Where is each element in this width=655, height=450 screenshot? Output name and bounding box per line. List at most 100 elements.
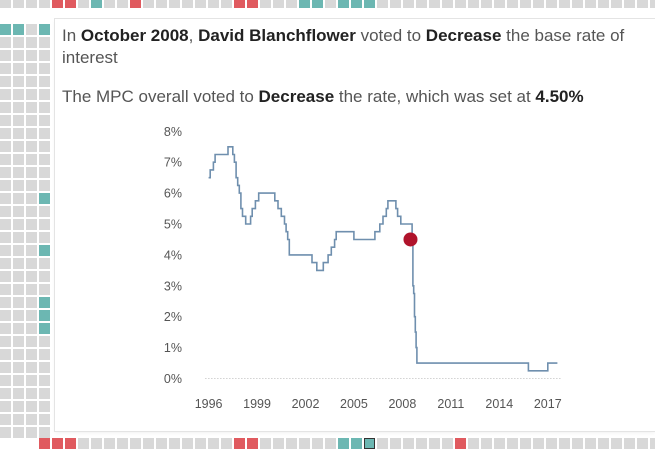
vote-cell <box>0 258 11 269</box>
vote-cell <box>13 89 24 100</box>
vote-cell <box>13 141 24 152</box>
vote-cell <box>0 219 11 230</box>
vote-cell <box>312 438 323 449</box>
vote-cell <box>13 50 24 61</box>
vote-cell <box>364 438 375 449</box>
vote-cell <box>234 438 245 449</box>
vote-cell <box>546 438 557 449</box>
vote-cell <box>26 232 37 243</box>
vote-cell <box>39 271 50 282</box>
vote-cell <box>104 0 115 8</box>
vote-cell <box>0 323 11 334</box>
vote-cell <box>39 128 50 139</box>
vote-cell <box>26 154 37 165</box>
vote-cell <box>533 438 544 449</box>
y-axis: 0% 1% 2% 3% 4% 5% 6% 7% 8% <box>164 125 182 386</box>
vote-cell <box>0 50 11 61</box>
vote-cell <box>26 206 37 217</box>
vote-cell <box>26 349 37 360</box>
vote-cell <box>273 0 284 8</box>
vote-cell <box>26 128 37 139</box>
vote-cell <box>65 438 76 449</box>
vote-cell <box>104 438 115 449</box>
headline-suffix: the base rate of interest <box>62 26 625 67</box>
vote-cell <box>221 0 232 8</box>
vote-cell <box>13 167 24 178</box>
x-axis: 1996 1999 2002 2005 2008 2011 2014 2017 <box>195 397 562 411</box>
vote-cell <box>39 284 50 295</box>
subline-mid: the rate, which was set at <box>334 87 536 106</box>
vote-cell <box>26 50 37 61</box>
vote-cell <box>533 0 544 8</box>
vote-cell <box>208 438 219 449</box>
vote-cell <box>39 388 50 399</box>
vote-cell <box>429 0 440 8</box>
vote-cell <box>39 349 50 360</box>
vote-cell <box>559 438 570 449</box>
vote-cell <box>39 245 50 256</box>
vote-cell <box>0 76 11 87</box>
vote-cell <box>13 271 24 282</box>
vote-cell <box>468 438 479 449</box>
vote-cell <box>26 336 37 347</box>
set-rate: 4.50% <box>535 87 584 106</box>
vote-cell <box>637 0 648 8</box>
vote-cell <box>351 0 362 8</box>
vote-cell <box>247 438 258 449</box>
vote-cell <box>39 438 50 449</box>
vote-cell <box>0 193 11 204</box>
vote-cell <box>26 115 37 126</box>
vote-cell <box>312 0 323 8</box>
vote-cell <box>0 362 11 373</box>
tooltip-headline: In October 2008, David Blanchflower vote… <box>62 25 647 69</box>
y-tick-label: 6% <box>164 187 182 201</box>
vote-cell <box>0 37 11 48</box>
vote-cell <box>286 438 297 449</box>
vote-cell <box>13 297 24 308</box>
vote-cell <box>39 193 50 204</box>
vote-cell <box>0 141 11 152</box>
vote-cell <box>572 0 583 8</box>
vote-cell <box>13 388 24 399</box>
vote-cell <box>26 388 37 399</box>
vote-cell <box>13 102 24 113</box>
vote-cell <box>26 310 37 321</box>
vote-cell <box>442 438 453 449</box>
vote-cell <box>182 0 193 8</box>
vote-cell <box>13 336 24 347</box>
vote-cell <box>286 0 297 8</box>
y-tick-label: 5% <box>164 218 182 232</box>
vote-cell <box>39 375 50 386</box>
vote-cell <box>520 438 531 449</box>
vote-cell <box>338 438 349 449</box>
vote-cell <box>13 180 24 191</box>
vote-cell <box>78 0 89 8</box>
vote-cell <box>507 438 518 449</box>
vote-cell <box>26 297 37 308</box>
x-tick-label: 2011 <box>437 397 464 411</box>
vote-cell <box>143 438 154 449</box>
vote-cell <box>78 438 89 449</box>
vote-cell <box>91 438 102 449</box>
vote-cell <box>468 0 479 8</box>
base-rate-line <box>208 146 558 372</box>
vote-cell <box>26 219 37 230</box>
vote-cell <box>0 102 11 113</box>
vote-cell <box>442 0 453 8</box>
vote-cell <box>611 438 622 449</box>
vote-cell <box>0 414 11 425</box>
vote-cell <box>364 0 375 8</box>
vote-cell <box>39 154 50 165</box>
y-tick-label: 3% <box>164 279 182 293</box>
vote-cell <box>572 438 583 449</box>
vote-cell <box>26 427 37 438</box>
vote-cell <box>39 336 50 347</box>
vote-cell <box>13 323 24 334</box>
vote-cell <box>520 0 531 8</box>
vote-cell <box>559 0 570 8</box>
vote-cell <box>0 232 11 243</box>
y-tick-label: 0% <box>164 372 182 386</box>
headline-mid: voted to <box>355 26 426 45</box>
vote-cell <box>26 193 37 204</box>
headline-prefix: In <box>62 26 81 45</box>
